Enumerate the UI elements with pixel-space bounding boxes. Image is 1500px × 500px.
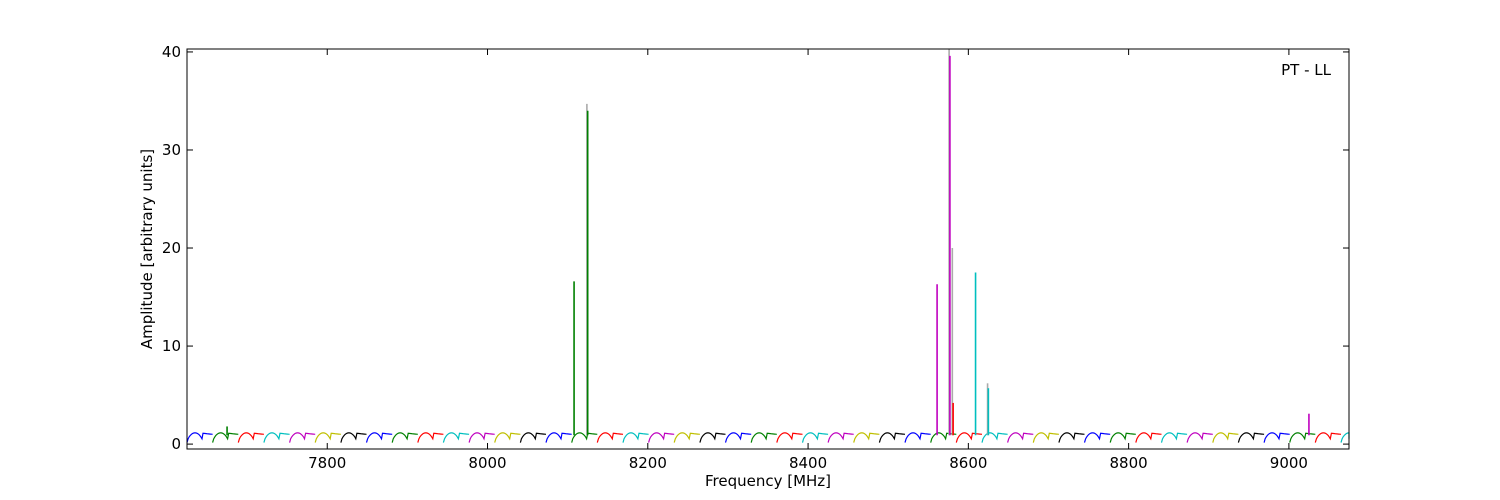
- channel-line: [1160, 432, 1188, 443]
- channel-line: [417, 432, 444, 443]
- channel-line: [955, 432, 983, 443]
- channel-line: [673, 432, 700, 443]
- y-tick-label: 40: [162, 43, 181, 61]
- channel-line: [340, 432, 367, 443]
- x-tick-label: 7800: [308, 454, 346, 472]
- channel-line: [442, 432, 470, 443]
- channel-line: [1007, 432, 1034, 443]
- x-tick-label: 8000: [468, 454, 506, 472]
- y-tick-label: 0: [171, 435, 181, 453]
- channel-line: [1186, 432, 1213, 443]
- y-tick-label: 10: [162, 337, 181, 355]
- channel-line: [263, 432, 290, 443]
- channel-line: [1212, 432, 1239, 443]
- channel-line: [1314, 432, 1342, 443]
- channel-line: [1135, 432, 1162, 443]
- x-tick-label: 8600: [949, 454, 987, 472]
- channel-line: [314, 432, 341, 443]
- channel-line: [648, 432, 675, 443]
- channel-line: [545, 432, 572, 443]
- channel-line: [186, 432, 213, 443]
- channel-line: [1032, 432, 1059, 443]
- x-tick-label: 9000: [1270, 454, 1308, 472]
- channel-line: [1289, 432, 1316, 443]
- channel-line: [1083, 432, 1111, 443]
- channel-line: [1263, 432, 1290, 443]
- channel-line: [571, 432, 598, 443]
- x-axis-label: Frequency [MHz]: [705, 472, 831, 490]
- channel-line: [699, 432, 726, 443]
- channel-line: [853, 432, 880, 443]
- channel-line: [596, 432, 624, 443]
- channel-line: [801, 432, 829, 443]
- channel-line: [212, 432, 239, 443]
- channel-line: [776, 432, 803, 443]
- channel-line: [981, 432, 1008, 443]
- y-axis-label: Amplitude [arbitrary units]: [138, 149, 156, 349]
- channel-line: [519, 432, 547, 443]
- channel-line: [289, 432, 316, 443]
- y-tick-label: 20: [162, 239, 181, 257]
- channel-line: [750, 432, 777, 443]
- channel-line: [1237, 432, 1265, 443]
- channel-line: [827, 432, 854, 443]
- x-tick-label: 8200: [629, 454, 667, 472]
- y-axis-ticks: 0 10 20 30 40: [162, 43, 1349, 453]
- spike-lines: [226, 49, 1310, 436]
- channel-line: [365, 432, 393, 443]
- channel-line: [494, 432, 521, 443]
- channel-line: [724, 432, 752, 443]
- channel-line: [904, 432, 931, 443]
- channel-line: [1109, 432, 1136, 443]
- x-tick-label: 8400: [789, 454, 827, 472]
- x-tick-label: 8800: [1110, 454, 1148, 472]
- channel-line: [622, 432, 649, 443]
- channel-line: [1340, 432, 1350, 443]
- y-tick-label: 30: [162, 141, 181, 159]
- plot-frame: [186, 48, 1350, 450]
- annotation-label: PT - LL: [1281, 61, 1332, 79]
- channel-line: [391, 432, 418, 443]
- channel-line: [878, 432, 906, 443]
- channel-lines: [186, 432, 1350, 443]
- x-axis-ticks: 7800 8000 8200 8400 8600 8800 9000: [308, 49, 1308, 472]
- channel-line: [468, 432, 495, 443]
- channel-line: [1058, 432, 1085, 443]
- channel-line: [237, 432, 264, 443]
